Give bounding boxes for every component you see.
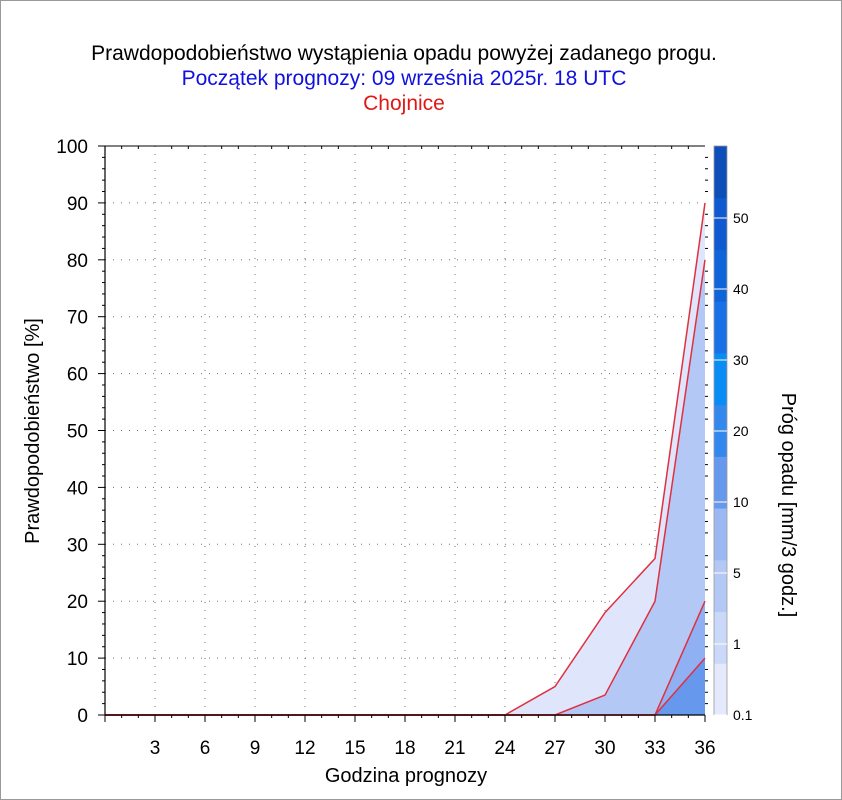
y-tick-label: 10 [67, 649, 88, 670]
x-tick-label: 3 [150, 738, 161, 759]
x-tick-label: 33 [644, 738, 665, 759]
y-tick-label: 60 [67, 365, 88, 386]
colorbar-band [714, 352, 727, 406]
x-axis-label: Godzina prognozy [325, 765, 487, 787]
colorbar-band [714, 249, 727, 302]
y-tick-label: 40 [67, 478, 88, 499]
y-tick-label: 50 [67, 422, 88, 443]
colorbar-tick-label: 30 [733, 352, 749, 368]
y-tick-label: 70 [67, 308, 88, 329]
colorbar-band [714, 611, 727, 664]
colorbar-tick-label: 10 [733, 494, 749, 510]
colorbar-band [714, 508, 727, 561]
colorbar-tick-label: 0.1 [733, 707, 753, 723]
colorbar-tick-label: 20 [733, 423, 749, 439]
forecast-start-subtitle: Początek prognozy: 09 września 2025r. 18… [181, 67, 627, 90]
colorbar-tick-label: 5 [733, 565, 741, 581]
y-axis-label: Prawdopodobieństwo [%] [22, 318, 44, 544]
x-tick-label: 30 [594, 738, 615, 759]
colorbar-tick-label: 40 [733, 281, 749, 297]
x-tick-label: 12 [294, 738, 315, 759]
x-tick-label: 36 [694, 738, 715, 759]
y-tick-label: 20 [67, 592, 88, 613]
y-tick-label: 80 [67, 251, 88, 272]
colorbar-band [714, 146, 727, 199]
y-tick-label: 30 [67, 535, 88, 556]
x-tick-label: 18 [394, 738, 415, 759]
colorbar-band [714, 663, 727, 716]
x-tick-label: 21 [444, 738, 465, 759]
colorbar-tick-label: 1 [733, 636, 741, 652]
colorbar-label: Próg opadu [mm/3 godz.] [777, 393, 799, 618]
colorbar-band [714, 456, 727, 509]
y-tick-label: 0 [77, 706, 88, 727]
area-threshold-1 [105, 259, 705, 715]
x-tick-label: 6 [200, 738, 211, 759]
x-tick-label: 9 [250, 738, 261, 759]
colorbar-tick-label: 50 [733, 210, 749, 226]
colorbar-band [714, 301, 727, 354]
location-name: Chojnice [363, 92, 445, 115]
colorbar-band [714, 559, 727, 613]
x-tick-label: 15 [344, 738, 365, 759]
colorbar-band [714, 197, 727, 250]
chart-title: Prawdopodobieństwo wystąpienia opadu pow… [91, 42, 717, 65]
x-tick-label: 27 [544, 738, 565, 759]
x-tick-label: 24 [494, 738, 516, 759]
y-tick-label: 90 [67, 194, 88, 215]
y-tick-label: 100 [56, 137, 88, 158]
